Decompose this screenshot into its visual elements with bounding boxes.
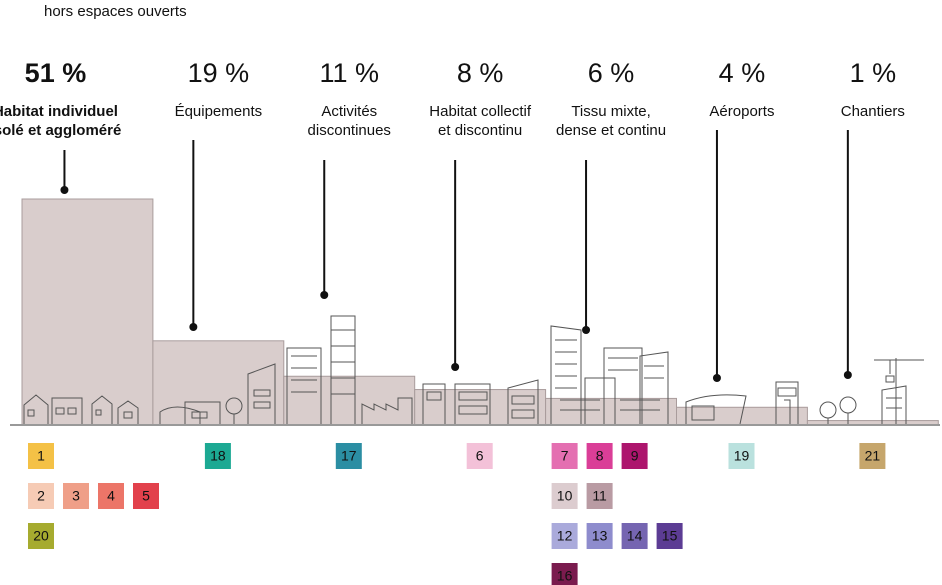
pointer-dot <box>712 374 721 382</box>
code-swatch: 12 <box>551 523 578 549</box>
swatch-label: 12 <box>557 528 573 544</box>
code-swatch: 4 <box>98 483 124 509</box>
swatch <box>621 523 648 549</box>
code-swatch: 10 <box>551 483 578 509</box>
category-label: Aéroports <box>709 103 774 120</box>
value-label: 8 % <box>457 58 504 88</box>
swatch <box>204 443 231 469</box>
code-swatch: 2 <box>28 483 54 509</box>
bar <box>414 389 547 426</box>
swatch <box>551 563 578 585</box>
building-sketches <box>23 315 924 425</box>
swatch-label: 7 <box>561 448 569 464</box>
swatch-label: 10 <box>557 488 573 504</box>
value-label: 51 % <box>25 58 87 88</box>
swatch <box>656 523 683 549</box>
swatch <box>621 443 648 469</box>
code-swatch: 18 <box>204 443 231 469</box>
swatch-label: 5 <box>142 488 150 504</box>
category-label: dense et continu <box>556 122 666 139</box>
swatch-label: 17 <box>341 448 357 464</box>
swatch <box>63 483 89 509</box>
bar <box>152 340 285 426</box>
bar <box>283 375 416 426</box>
bar <box>21 198 154 426</box>
code-swatch: 13 <box>586 523 613 549</box>
code-swatch: 6 <box>466 443 493 469</box>
bar <box>545 397 677 426</box>
code-swatch: 14 <box>621 523 648 549</box>
pointer-dot <box>582 326 591 334</box>
pointer-dot <box>189 323 198 331</box>
code-swatch: 11 <box>586 483 613 509</box>
code-swatch: 9 <box>621 443 648 469</box>
swatch-label: 21 <box>865 448 881 464</box>
swatch-label: 3 <box>72 488 80 504</box>
swatch-label: 19 <box>734 448 750 464</box>
swatch-label: 11 <box>592 488 607 504</box>
swatch <box>28 443 54 469</box>
code-swatch: 20 <box>28 523 54 549</box>
swatch <box>133 483 159 509</box>
swatch <box>551 523 578 549</box>
category-label: et discontinu <box>438 122 522 139</box>
category-label: Tissu mixte, <box>571 103 650 120</box>
code-swatch: 21 <box>859 443 886 469</box>
category-label: isolé et aggloméré <box>0 122 121 139</box>
swatch-label: 6 <box>476 448 484 464</box>
pointer-dot <box>60 186 69 194</box>
swatch-label: 13 <box>592 528 608 544</box>
code-swatch: 19 <box>728 443 755 469</box>
code-swatch: 8 <box>586 443 613 469</box>
swatch <box>586 443 613 469</box>
swatch-label: 20 <box>33 528 49 544</box>
swatch-label: 14 <box>627 528 643 544</box>
swatch-label: 4 <box>107 488 115 504</box>
code-swatch: 5 <box>133 483 159 509</box>
swatch <box>28 523 54 549</box>
swatch <box>551 483 578 509</box>
bars <box>21 198 939 426</box>
pointer-dot <box>320 291 329 299</box>
swatch-label: 15 <box>662 528 678 544</box>
category-label: Habitat collectif <box>429 103 532 120</box>
swatch-label: 18 <box>210 448 226 464</box>
value-label: 1 % <box>850 58 897 88</box>
swatch <box>98 483 124 509</box>
pointer-dot <box>451 363 460 371</box>
code-swatch: 17 <box>335 443 362 469</box>
category-label: discontinues <box>308 122 391 139</box>
swatch <box>466 443 493 469</box>
category-label: Chantiers <box>841 103 905 120</box>
swatch-label: 9 <box>631 448 639 464</box>
swatch <box>728 443 755 469</box>
code-swatch: 16 <box>551 563 578 585</box>
swatch-label: 16 <box>557 568 573 584</box>
code-swatch: 15 <box>656 523 683 549</box>
swatch-label: 2 <box>37 488 45 504</box>
value-label: 11 % <box>319 58 379 88</box>
swatch <box>859 443 886 469</box>
swatch-label: 8 <box>596 448 604 464</box>
swatch <box>28 483 54 509</box>
swatch <box>586 483 613 509</box>
value-label: 4 % <box>719 58 766 88</box>
value-label: 6 % <box>588 58 635 88</box>
swatch <box>335 443 362 469</box>
swatch-label: 1 <box>37 448 45 464</box>
swatch <box>551 443 578 469</box>
category-label: Habitat individuel <box>0 103 118 120</box>
subtitle: hors espaces ouverts <box>44 3 187 20</box>
value-label: 19 % <box>188 58 250 88</box>
category-label: Équipements <box>175 103 263 120</box>
code-swatch: 3 <box>63 483 89 509</box>
code-swatch: 7 <box>551 443 578 469</box>
category-label: Activités <box>321 103 377 120</box>
code-swatch: 1 <box>28 443 54 469</box>
pointer-dot <box>843 371 852 379</box>
swatch <box>586 523 613 549</box>
